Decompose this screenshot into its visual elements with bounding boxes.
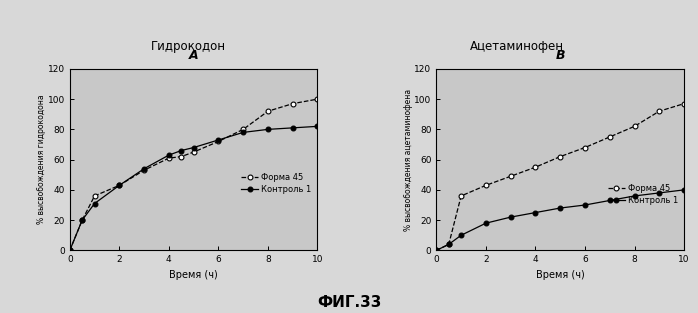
Контроль 1 bbox=[177, 149, 186, 152]
Форма 45 bbox=[214, 140, 223, 143]
Форма 45 bbox=[90, 194, 98, 198]
Форма 45 bbox=[165, 156, 173, 160]
Text: ФИГ.33: ФИГ.33 bbox=[317, 295, 381, 310]
Форма 45 bbox=[140, 168, 148, 172]
Форма 45 bbox=[680, 102, 688, 105]
Контроль 1 bbox=[457, 233, 466, 237]
Контроль 1 bbox=[445, 243, 453, 246]
Контроль 1 bbox=[482, 221, 490, 225]
Форма 45 bbox=[581, 146, 589, 149]
Контроль 1 bbox=[531, 211, 540, 214]
Y-axis label: % высвобождения ацетаминофена: % высвобождения ацетаминофена bbox=[404, 89, 413, 231]
Контроль 1 bbox=[606, 199, 614, 203]
Форма 45 bbox=[432, 249, 440, 252]
Контроль 1 bbox=[66, 249, 74, 252]
Форма 45 bbox=[288, 102, 297, 105]
Контроль 1 bbox=[239, 131, 247, 134]
Форма 45 bbox=[66, 249, 74, 252]
Форма 45 bbox=[655, 109, 664, 113]
Text: Гидрокодон: Гидрокодон bbox=[151, 40, 226, 53]
Контроль 1 bbox=[630, 194, 639, 198]
Контроль 1 bbox=[115, 183, 124, 187]
X-axis label: Время (ч): Время (ч) bbox=[536, 270, 585, 280]
Форма 45 bbox=[264, 109, 272, 113]
Контроль 1 bbox=[432, 249, 440, 252]
Форма 45 bbox=[115, 183, 124, 187]
Форма 45 bbox=[457, 194, 466, 198]
Контроль 1 bbox=[556, 206, 565, 210]
Форма 45 bbox=[78, 218, 87, 222]
Форма 45 bbox=[531, 165, 540, 169]
Контроль 1 bbox=[90, 202, 98, 205]
Контроль 1 bbox=[165, 153, 173, 157]
Контроль 1 bbox=[507, 215, 515, 219]
Контроль 1 bbox=[581, 203, 589, 207]
Legend: Форма 45, Контроль 1: Форма 45, Контроль 1 bbox=[607, 182, 680, 206]
Line: Контроль 1: Контроль 1 bbox=[434, 187, 686, 253]
Text: А: А bbox=[189, 49, 198, 62]
Форма 45 bbox=[177, 155, 186, 158]
Line: Контроль 1: Контроль 1 bbox=[68, 124, 320, 253]
Y-axis label: % высвобождения гидрокодона: % высвобождения гидрокодона bbox=[37, 95, 46, 224]
Контроль 1 bbox=[214, 138, 223, 142]
Контроль 1 bbox=[78, 218, 87, 222]
Форма 45 bbox=[507, 174, 515, 178]
Форма 45 bbox=[313, 97, 322, 101]
Форма 45 bbox=[606, 135, 614, 139]
Text: В: В bbox=[556, 49, 565, 62]
Контроль 1 bbox=[264, 127, 272, 131]
Контроль 1 bbox=[313, 125, 322, 128]
Контроль 1 bbox=[288, 126, 297, 130]
Legend: Форма 45, Контроль 1: Форма 45, Контроль 1 bbox=[239, 172, 313, 195]
Форма 45 bbox=[630, 125, 639, 128]
Форма 45 bbox=[556, 155, 565, 158]
Line: Форма 45: Форма 45 bbox=[434, 101, 686, 253]
Форма 45 bbox=[239, 127, 247, 131]
X-axis label: Время (ч): Время (ч) bbox=[169, 270, 218, 280]
Форма 45 bbox=[189, 150, 198, 154]
Контроль 1 bbox=[655, 191, 664, 195]
Контроль 1 bbox=[189, 146, 198, 149]
Форма 45 bbox=[482, 183, 490, 187]
Контроль 1 bbox=[680, 188, 688, 192]
Форма 45 bbox=[445, 243, 453, 246]
Line: Форма 45: Форма 45 bbox=[68, 97, 320, 253]
Text: Ацетаминофен: Ацетаминофен bbox=[470, 40, 563, 53]
Контроль 1 bbox=[140, 167, 148, 171]
